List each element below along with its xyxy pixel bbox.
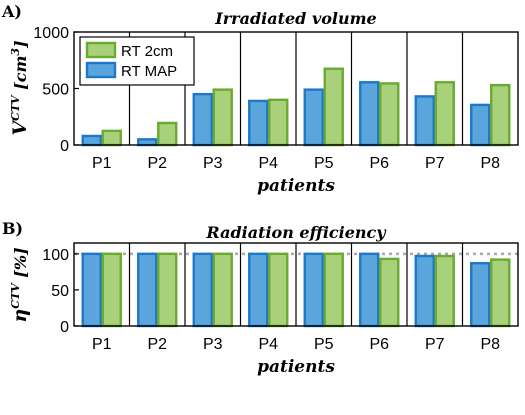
bar-rt-map-p5: [303, 88, 324, 147]
bar-rt-2cm-p7: [434, 254, 455, 328]
y-axis-label-part: [%]: [11, 247, 30, 283]
x-tick-label: P4: [258, 155, 278, 172]
y-axis-label-part: V: [9, 119, 31, 136]
x-tick-label: P1: [92, 155, 112, 172]
bar-rt-2cm-p6: [379, 82, 400, 147]
x-tick-label: P6: [369, 336, 389, 353]
y-axis-label: VCTV [cm3]: [9, 40, 31, 135]
x-axis-label: patients: [257, 357, 335, 377]
x-tick-label: P1: [92, 336, 112, 353]
y-axis-label-part: ]: [11, 40, 30, 49]
bar-rt-2cm-p6: [379, 257, 400, 328]
y-axis-label: ηCTV [%]: [9, 247, 31, 322]
legend: RT 2cm RT MAP: [79, 36, 195, 86]
y-tick-label: 0: [60, 138, 69, 155]
bar-rt-map-p3: [192, 92, 213, 147]
x-tick-label: P3: [203, 336, 223, 353]
chart-title: Irradiated volume: [214, 9, 376, 28]
bar-rt-2cm-p1: [101, 252, 122, 328]
x-tick-label: P6: [369, 155, 389, 172]
y-axis-label-part: CTV: [9, 94, 22, 121]
bar-rt-2cm-p4: [268, 98, 289, 147]
bar-rt-2cm-p4: [268, 252, 289, 328]
x-tick-label: P7: [425, 336, 445, 353]
bar-rt-2cm-p2: [157, 121, 178, 147]
bar-rt-2cm-p5: [323, 67, 344, 147]
chart-panel-b: B) Radiation efficiency 0 50 100 P1 P2 P3 P4 P5 P6…: [2, 219, 519, 377]
x-axis-label: patients: [257, 176, 335, 196]
bar-rt-map-p4: [248, 99, 269, 147]
chart-panel-a: A) Irradiated volume 0 500 1000 P1 P2 P3 P4 P5 P6 P…: [1, 2, 519, 196]
bar-rt-2cm-p5: [323, 252, 344, 328]
bar-rt-map-p3: [192, 252, 213, 328]
bar-rt-map-p1: [81, 134, 102, 147]
axes-frame: [73, 242, 519, 327]
y-axis-label-part: [cm: [11, 56, 30, 96]
bar-rt-2cm-p7: [434, 81, 455, 147]
bar-rt-map-p1: [81, 252, 102, 328]
x-tick-label: P5: [314, 155, 334, 172]
panel-letter: A): [1, 2, 22, 21]
y-tick-label: 0: [60, 319, 69, 336]
x-tick-label: P2: [147, 336, 167, 353]
legend-label: RT MAP: [121, 63, 177, 80]
x-tick-label: P2: [147, 155, 167, 172]
legend-swatch: [85, 41, 117, 59]
bar-rt-2cm-p3: [212, 88, 233, 147]
bar-rt-map-p2: [137, 138, 158, 147]
bar-rt-map-p7: [414, 95, 435, 147]
bar-rt-2cm-p1: [101, 129, 122, 147]
y-tick-label: 500: [42, 82, 69, 99]
x-tick-label: P5: [314, 336, 334, 353]
bar-rt-map-p2: [137, 252, 158, 328]
y-axis-label-part: CTV: [9, 282, 22, 309]
x-tick-label: P7: [425, 155, 445, 172]
bar-rt-2cm-p3: [212, 252, 233, 328]
legend-swatch: [85, 61, 117, 79]
y-tick-label: 100: [42, 247, 69, 264]
bar-rt-map-p4: [248, 252, 269, 328]
y-tick-label: 50: [51, 283, 69, 300]
x-tick-label: P3: [203, 155, 223, 172]
bar-rt-map-p7: [414, 254, 435, 328]
bar-rt-2cm-p8: [490, 83, 511, 147]
y-axis-label-part: 3: [9, 48, 22, 56]
chart-title: Radiation efficiency: [205, 223, 387, 242]
x-tick-label: P4: [258, 336, 278, 353]
x-tick-label: P8: [480, 336, 500, 353]
bar-rt-2cm-p2: [157, 252, 178, 328]
bar-rt-map-p5: [303, 252, 324, 328]
bar-rt-map-p8: [470, 103, 491, 147]
bar-rt-2cm-p8: [490, 258, 511, 328]
x-tick-label: P8: [480, 155, 500, 172]
legend-label: RT 2cm: [121, 43, 173, 60]
bar-rt-map-p6: [359, 81, 380, 147]
panel-letter: B): [2, 219, 23, 238]
y-axis-label-part: η: [9, 309, 31, 323]
bar-rt-map-p6: [359, 252, 380, 328]
bar-rt-map-p8: [470, 262, 491, 328]
y-tick-label: 1000: [33, 25, 69, 42]
